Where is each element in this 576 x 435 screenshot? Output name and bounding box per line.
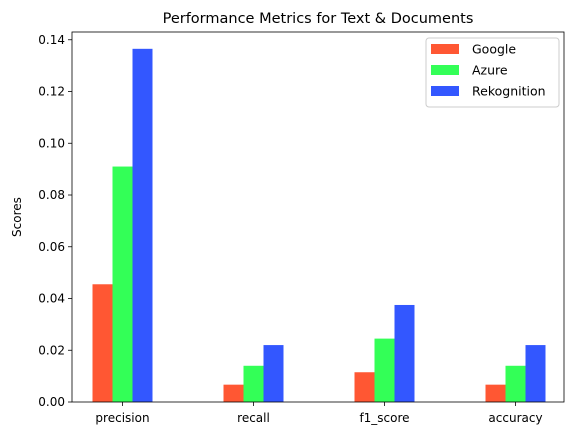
legend-swatch-google — [431, 44, 459, 54]
bar-azure-recall — [243, 365, 264, 402]
legend-box — [425, 37, 560, 108]
y-tick-label: 0.06 — [38, 240, 65, 254]
legend-label-google: Google — [472, 42, 516, 57]
y-tick-label: 0.10 — [38, 136, 65, 150]
legend-swatch-azure — [431, 65, 459, 75]
y-axis-label: Scores — [10, 197, 24, 237]
legend-label-rekognition: Rekognition — [472, 84, 546, 99]
legend: Google Azure Rekognition — [425, 37, 560, 108]
bar-azure-precision — [112, 166, 133, 402]
bar-rekognition-f1-score — [394, 304, 415, 402]
y-tick-label: 0.00 — [38, 395, 65, 409]
chart-title: Performance Metrics for Text & Documents — [163, 11, 474, 27]
y-tick-label: 0.08 — [38, 188, 65, 202]
plot-frame — [71, 31, 565, 403]
legend-label-azure: Azure — [472, 63, 508, 78]
bar-azure-accuracy — [505, 365, 526, 402]
y-axis-ticks: 0.00 0.02 0.04 0.06 0.08 0.10 0.12 0.14 — [38, 33, 72, 409]
x-tick-label: accuracy — [488, 411, 542, 425]
bar-rekognition-accuracy — [525, 345, 546, 402]
y-tick-label: 0.04 — [38, 292, 65, 306]
y-tick-label: 0.02 — [38, 343, 65, 357]
bar-google-accuracy — [485, 384, 506, 402]
y-tick-label: 0.12 — [38, 85, 65, 99]
y-tick-label: 0.14 — [38, 33, 65, 47]
legend-swatch-rekognition — [431, 86, 459, 96]
x-tick-label: recall — [237, 411, 270, 425]
bar-google-precision — [92, 284, 113, 402]
bar-rekognition-recall — [263, 345, 284, 402]
bars-group — [92, 48, 546, 403]
x-tick-label: f1_score — [359, 411, 409, 425]
x-tick-label: precision — [95, 411, 149, 425]
x-axis-ticks: precision recall f1_score accuracy — [95, 402, 543, 425]
bar-google-recall — [223, 384, 244, 402]
bar-azure-f1-score — [374, 338, 395, 402]
bar-rekognition-precision — [132, 48, 153, 403]
bar-google-f1-score — [354, 372, 375, 402]
